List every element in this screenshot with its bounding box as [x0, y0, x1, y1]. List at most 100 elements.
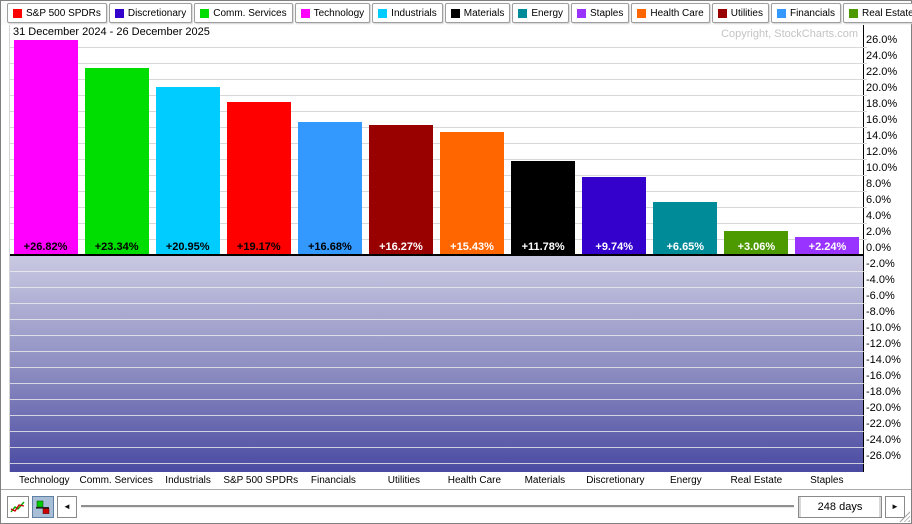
gridline — [10, 335, 867, 336]
legend-color-swatch — [200, 8, 210, 18]
gridline — [10, 239, 867, 240]
x-axis-label: Technology — [18, 475, 70, 486]
x-axis-label: Discretionary — [586, 475, 645, 486]
gridline — [10, 191, 867, 192]
legend-item-industrials[interactable]: Industrials — [372, 3, 443, 23]
y-axis-tick-label: -10.0% — [866, 322, 901, 334]
gridline — [10, 431, 867, 432]
bar-technology: +26.82% — [13, 40, 78, 255]
legend-item-staples[interactable]: Staples — [571, 3, 630, 23]
slider-track[interactable] — [81, 505, 794, 508]
y-axis-tick-label: -24.0% — [866, 434, 901, 446]
gridline — [10, 127, 867, 128]
scroll-left-button[interactable]: ◄ — [57, 495, 77, 518]
bar-value-label: +3.06% — [737, 240, 776, 253]
legend-item-label: Comm. Services — [213, 7, 287, 19]
legend-item-label: Materials — [463, 7, 505, 19]
legend-item-label: Technology — [313, 7, 365, 19]
gridline — [10, 111, 867, 112]
bar-value-label: +9.74% — [595, 240, 634, 253]
legend-color-swatch — [637, 8, 647, 18]
y-axis-tick-label: 2.0% — [866, 226, 892, 238]
gridline — [10, 79, 867, 80]
bar-materials: +11.78% — [511, 160, 576, 255]
histogram-mode-button[interactable] — [32, 495, 54, 518]
gridline — [10, 463, 867, 464]
legend-bar: S&P 500 SPDRs Discretionary Comm. Services… — [1, 1, 912, 25]
x-axis-label: Real Estate — [730, 475, 783, 486]
gridline — [10, 63, 867, 64]
y-axis-tick-label: 14.0% — [866, 130, 898, 142]
gridline — [10, 143, 867, 144]
y-axis-tick-label: 0.0% — [866, 242, 892, 254]
legend-color-swatch — [378, 8, 388, 18]
date-range-label: 31 December 2024 - 26 December 2025 — [13, 26, 210, 38]
x-axis-label: Financials — [310, 475, 356, 486]
gridline — [10, 175, 867, 176]
scroll-right-button[interactable]: ► — [885, 495, 905, 518]
gridline — [10, 383, 867, 384]
plot-area: +26.82% +23.34% +20.95% +19.17% +16.68% +16.2… — [9, 25, 867, 472]
bar-discretionary: +9.74% — [582, 177, 647, 255]
y-axis-tick-label: 12.0% — [866, 146, 898, 158]
legend-item-energy[interactable]: Energy — [512, 3, 570, 23]
right-arrow-icon: ► — [891, 502, 899, 511]
legend-item-discretionary[interactable]: Discretionary — [108, 3, 193, 23]
legend-item-technology[interactable]: Technology — [294, 3, 371, 23]
legend-item-label: Staples — [590, 7, 624, 19]
gridline — [10, 47, 867, 48]
legend-item-label: Industrials — [391, 7, 437, 19]
y-axis-tick-label: -4.0% — [866, 274, 895, 286]
y-axis-tick-label: -16.0% — [866, 370, 901, 382]
legend-item-materials[interactable]: Materials — [444, 3, 511, 23]
bar-health-care: +15.43% — [440, 131, 505, 255]
y-axis-tick-label: 22.0% — [866, 66, 898, 78]
y-axis-tick-label: -18.0% — [866, 386, 901, 398]
gridline — [10, 95, 867, 96]
y-axis-tick-label: 18.0% — [866, 98, 898, 110]
legend-item-financials[interactable]: Financials — [770, 3, 841, 23]
y-axis-tick-label: 10.0% — [866, 162, 898, 174]
gridline — [10, 223, 867, 224]
line-mode-button[interactable] — [7, 495, 29, 518]
y-axis-tick-label: -2.0% — [866, 258, 895, 270]
bar-comm-services: +23.34% — [84, 68, 149, 255]
gridline — [10, 159, 867, 160]
left-arrow-icon: ◄ — [63, 502, 71, 511]
bar-energy: +6.65% — [653, 201, 718, 255]
bar-staples: +2.24% — [795, 237, 860, 255]
legend-item-label: Financials — [789, 7, 835, 19]
gridline — [10, 367, 867, 368]
legend-item-label: Energy — [531, 7, 564, 19]
legend-item-health-care[interactable]: Health Care — [631, 3, 710, 23]
range-thumb[interactable]: 248 days — [798, 495, 882, 518]
range-label: 248 days — [817, 500, 863, 513]
legend-item-label: Utilities — [730, 7, 763, 19]
resize-grip-icon[interactable] — [899, 511, 910, 522]
gridline — [10, 303, 867, 304]
y-axis-tick-label: 24.0% — [866, 50, 898, 62]
legend-color-swatch — [518, 8, 528, 18]
bar-financials: +16.68% — [297, 121, 362, 255]
y-axis-tick-label: 8.0% — [866, 178, 892, 190]
negative-region — [10, 256, 863, 472]
x-axis-labels: Technology Comm. Services Industrials S&P 5… — [9, 472, 862, 489]
gridline — [10, 415, 867, 416]
x-axis-label: Energy — [670, 475, 702, 486]
bar-real-estate: +3.06% — [724, 230, 789, 255]
x-axis-label: Industrials — [165, 475, 211, 486]
y-axis-tick-label: 4.0% — [866, 210, 892, 222]
y-axis-tick-label: -22.0% — [866, 418, 901, 430]
legend-color-swatch — [849, 8, 858, 18]
gridline — [10, 447, 867, 448]
gridline — [10, 399, 867, 400]
y-axis-tick-label: 6.0% — [866, 194, 892, 206]
bar-value-label: +16.68% — [308, 240, 352, 253]
legend-item-utilities[interactable]: Utilities — [711, 3, 769, 23]
bar-value-label: +15.43% — [450, 240, 494, 253]
legend-item-s-p-500-spdrs[interactable]: S&P 500 SPDRs — [7, 3, 107, 23]
legend-item-comm-services[interactable]: Comm. Services — [194, 3, 293, 23]
legend-color-swatch — [577, 8, 587, 18]
legend-item-real-estate[interactable]: Real Estate — [843, 3, 912, 23]
y-axis: 26.0% 24.0% 22.0% 20.0% 18.0% 16.0% 14.0% 12.0%… — [863, 25, 912, 472]
